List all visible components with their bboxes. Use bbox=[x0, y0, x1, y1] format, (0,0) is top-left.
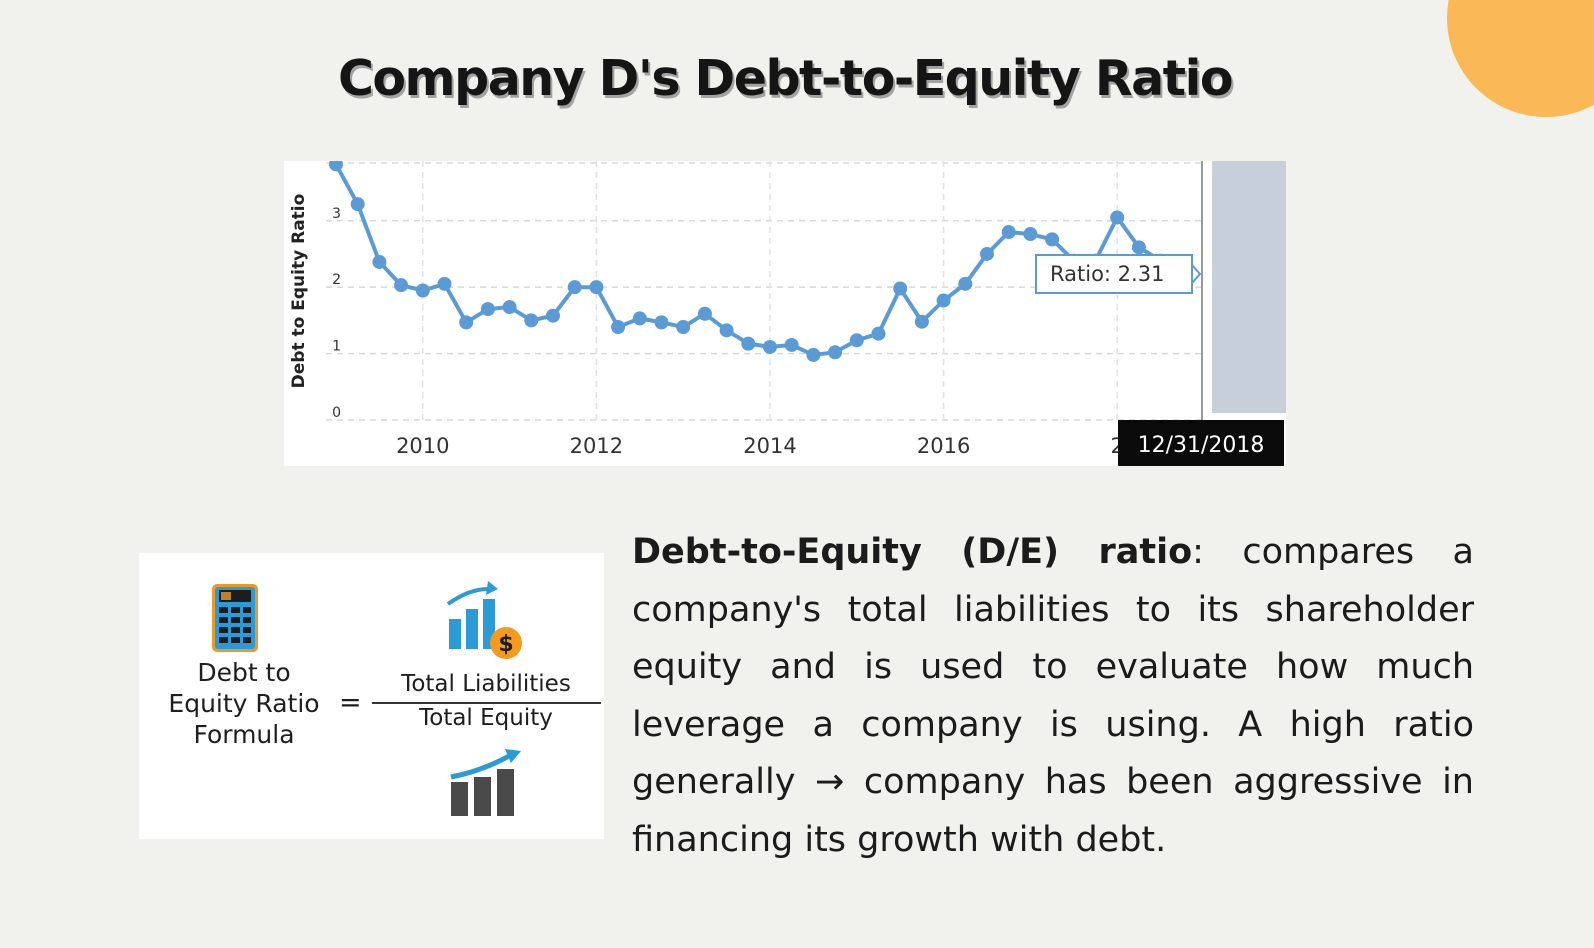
chart-panel: 0 1 2 3 2010 2012 2014 2016 2 Debt to Equity Rati… bbox=[284, 161, 1286, 466]
data-point bbox=[763, 339, 777, 354]
data-point bbox=[936, 293, 951, 308]
data-point bbox=[372, 254, 387, 269]
x-tick-label: 2010 bbox=[396, 434, 449, 458]
data-point bbox=[329, 161, 343, 172]
x-tick-label: 2014 bbox=[743, 434, 796, 458]
data-point bbox=[806, 347, 821, 362]
x-tick-label: 2012 bbox=[570, 434, 623, 458]
series-line bbox=[334, 163, 1183, 357]
formula-denominator: Total Equity bbox=[419, 705, 553, 731]
formula-label-line3: Formula bbox=[193, 720, 295, 749]
data-point bbox=[415, 283, 430, 298]
data-point bbox=[914, 314, 929, 329]
data-point bbox=[611, 320, 626, 335]
data-point bbox=[784, 337, 799, 352]
fraction-bar bbox=[372, 702, 601, 704]
data-point bbox=[741, 336, 756, 351]
data-point bbox=[1001, 225, 1016, 240]
formula-label-line1: Debt to bbox=[197, 658, 291, 687]
description-term: Debt-to-Equity (D/E) ratio bbox=[632, 532, 1193, 572]
calculator-icon bbox=[212, 584, 258, 652]
data-point bbox=[893, 281, 908, 296]
formula-label: Debt to Equity Ratio Formula bbox=[149, 657, 339, 750]
tooltip-label: Ratio: 2.31 bbox=[1050, 262, 1164, 286]
data-point bbox=[958, 276, 973, 291]
data-point bbox=[546, 308, 560, 323]
navigator-shade bbox=[1212, 161, 1286, 413]
growth-bar-chart-gray-icon bbox=[450, 749, 521, 816]
data-point bbox=[980, 246, 994, 261]
data-point bbox=[502, 300, 517, 315]
formula-panel: $ Debt to Equity Ratio Formula = Total L… bbox=[139, 553, 604, 839]
data-point bbox=[697, 306, 712, 321]
description-text: : compares a company's total liabilities… bbox=[632, 532, 1474, 860]
data-point bbox=[1110, 210, 1125, 225]
equals-sign: = bbox=[339, 687, 362, 718]
data-point bbox=[828, 345, 843, 360]
data-point bbox=[871, 326, 886, 341]
data-point bbox=[524, 313, 539, 328]
dollar-sign: $ bbox=[498, 632, 513, 657]
formula-numerator: Total Liabilities bbox=[401, 671, 571, 697]
data-point bbox=[394, 278, 409, 293]
formula-label-line2: Equity Ratio bbox=[168, 689, 320, 718]
data-point bbox=[350, 197, 365, 212]
page-title: Company D's Debt-to-Equity Ratio bbox=[337, 50, 1234, 107]
data-point bbox=[1023, 227, 1038, 242]
data-point bbox=[849, 333, 864, 348]
data-point bbox=[676, 320, 691, 335]
data-point bbox=[1045, 232, 1060, 247]
description-paragraph: Debt-to-Equity (D/E) ratio: compares a c… bbox=[632, 524, 1474, 869]
date-label: 12/31/2018 bbox=[1138, 433, 1265, 458]
data-point bbox=[632, 311, 647, 326]
data-point bbox=[1131, 240, 1146, 255]
data-point bbox=[567, 280, 582, 295]
dollar-coin-icon: $ bbox=[490, 627, 522, 659]
data-point bbox=[654, 315, 669, 330]
y-tick-label: 2 bbox=[332, 272, 341, 288]
date-label-box bbox=[1118, 420, 1284, 466]
data-point bbox=[480, 302, 495, 317]
data-point bbox=[437, 276, 452, 291]
data-point bbox=[459, 315, 474, 330]
data-point bbox=[589, 280, 604, 295]
y-tick-label: 0 bbox=[332, 405, 341, 421]
x-tick-label: 2016 bbox=[917, 434, 970, 458]
y-tick-label: 1 bbox=[332, 339, 341, 355]
y-tick-label: 3 bbox=[332, 206, 341, 222]
tooltip-pointer bbox=[1191, 262, 1202, 286]
y-axis-label: Debt to Equity Ratio bbox=[289, 194, 309, 389]
data-point bbox=[719, 323, 734, 338]
